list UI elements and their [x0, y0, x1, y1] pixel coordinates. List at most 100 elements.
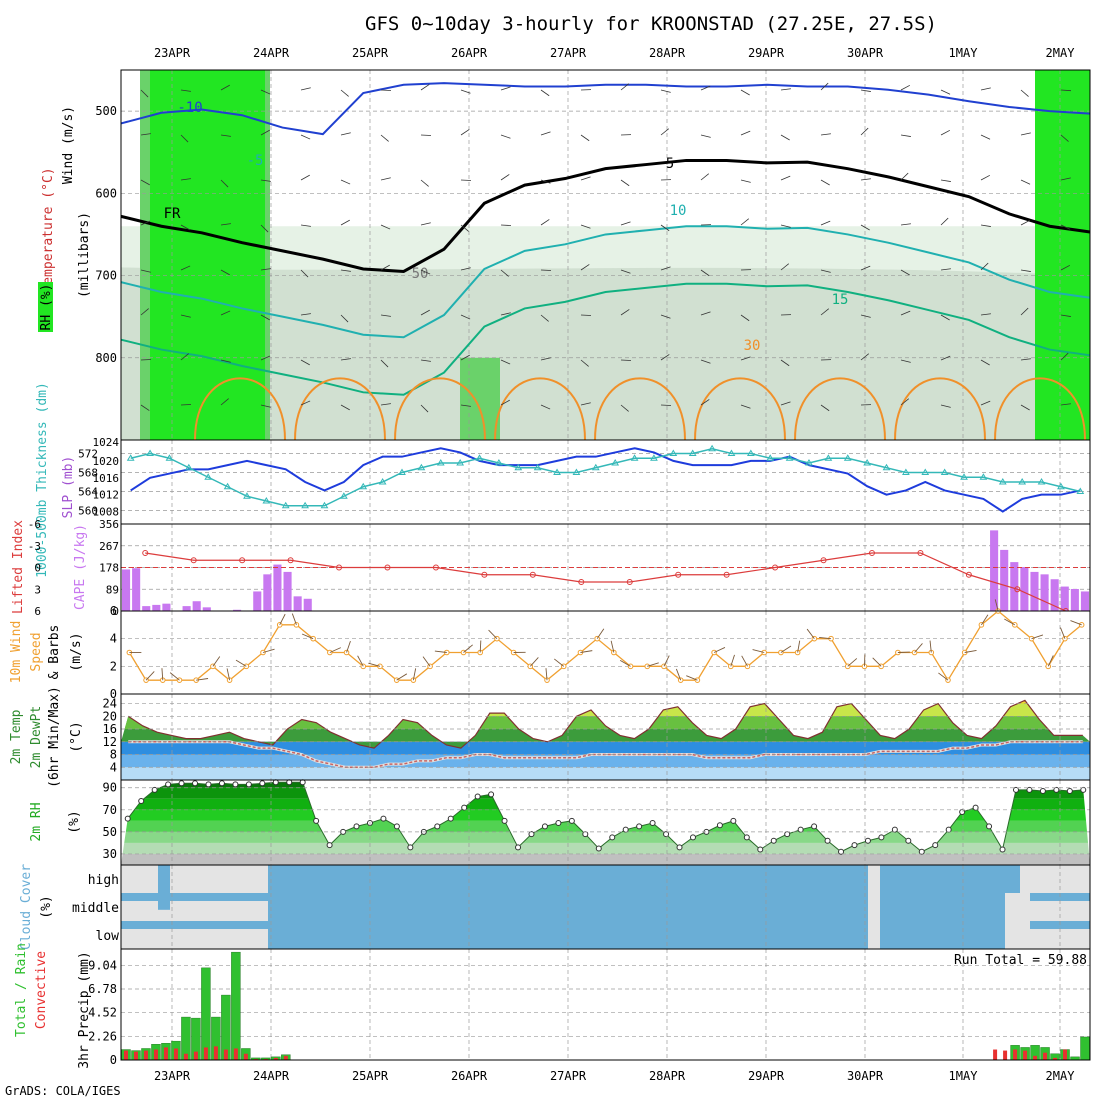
wind-barb	[340, 179, 351, 185]
slp-thickness-panel: 560 564 568 572 1008 1012 1016 1020 1024 SLP (mb)…	[35, 382, 1091, 578]
wind-barb	[500, 399, 510, 406]
rh-point	[165, 781, 172, 788]
thickness-point	[339, 492, 348, 499]
rh-band	[121, 853, 1090, 865]
wind-barb	[140, 220, 151, 226]
thickness-point	[184, 463, 193, 471]
precip-total-bar	[201, 967, 211, 1061]
cape-bar	[1050, 579, 1059, 611]
rh-point	[461, 804, 468, 811]
wind-barb	[340, 219, 350, 226]
rh-point	[918, 848, 925, 855]
thickness-point	[921, 468, 930, 475]
li-series-line	[145, 552, 1067, 612]
wind-barb-10m	[262, 648, 275, 653]
wind-barb	[740, 89, 750, 96]
rh-point	[1066, 788, 1073, 795]
wind-barb	[380, 264, 390, 271]
rh-point	[851, 842, 858, 849]
wind-barb	[820, 308, 830, 316]
cape-bar	[1010, 562, 1019, 611]
wind-barb-10m	[797, 640, 801, 653]
wind-barb	[1020, 358, 1031, 361]
wind-barb	[580, 224, 591, 229]
wind-barb	[340, 314, 349, 323]
wind-barb	[1020, 307, 1029, 316]
ylabel-2m-dewpt: 2m DewPt	[29, 706, 44, 769]
wind-barb	[260, 268, 271, 271]
thickness-point	[165, 454, 174, 461]
wind-barb	[620, 83, 630, 91]
precip-conv-bar	[243, 1053, 248, 1060]
thickness-point	[766, 454, 775, 461]
rh-point	[353, 823, 360, 830]
wind-barb	[1020, 219, 1031, 226]
date-label-bottom: 28APR	[649, 1069, 686, 1083]
li-point	[965, 571, 972, 578]
wind-barb-10m	[291, 613, 297, 625]
wind-barb	[860, 127, 869, 136]
rh-point	[784, 831, 791, 838]
wind-barb	[700, 311, 711, 316]
wind-barb	[420, 222, 431, 226]
wind-barb	[140, 133, 151, 136]
cape-bar	[142, 606, 151, 611]
thickness-point	[1076, 487, 1085, 494]
thickness-point	[204, 473, 213, 480]
cloud-level-label: middle	[72, 901, 119, 916]
cold-band	[121, 754, 1090, 768]
wind-barb	[660, 224, 670, 232]
wind-barb-10m	[1004, 618, 1016, 626]
rh-point	[878, 834, 885, 841]
wind-barb	[420, 269, 431, 275]
bottom-date-axis: 23APR 24APR 25APR 26APR 27APR 28APR 29APR 30APR…	[154, 1069, 1075, 1083]
ylabel-temp-unit: (°C)	[69, 721, 84, 752]
ylabel-slp: SLP (mb)	[61, 456, 76, 519]
thickness-point	[940, 468, 949, 475]
wind-barb	[460, 89, 471, 94]
wind-barb	[180, 314, 191, 318]
date-label-bottom: 23APR	[154, 1069, 191, 1083]
wind-barb-10m	[196, 678, 209, 681]
rh-point	[474, 793, 481, 800]
ylabel-cape: CAPE (J/kg)	[73, 524, 88, 610]
ylabel-lifted-index: Lifted Index	[11, 520, 26, 614]
precip-conv-bar	[193, 1051, 198, 1060]
cape-bar	[132, 568, 141, 611]
rh-point	[636, 823, 643, 830]
wind-barb	[660, 89, 671, 93]
ylabel-2m-temp: 2m Temp	[9, 709, 24, 764]
wind-barb-10m	[357, 655, 364, 667]
wind-barb	[860, 314, 871, 318]
cape-bar	[182, 606, 191, 611]
precip-tick: 6.78	[88, 982, 117, 996]
wind-barb	[820, 269, 831, 273]
rh-point	[515, 844, 522, 851]
cape-bar	[192, 601, 201, 611]
cape-bar	[1000, 549, 1009, 611]
slp-tick: 1008	[93, 506, 120, 519]
wind-barb	[500, 134, 511, 139]
pressure-tick: 600	[95, 186, 117, 200]
ylabel-cloud-cover: Cloud Cover	[19, 864, 34, 950]
li-tick: 6	[34, 605, 41, 618]
thickness-point	[902, 468, 910, 475]
wind-barb	[260, 355, 271, 361]
cloud-level-label: low	[96, 929, 120, 944]
cape-bar	[122, 569, 131, 611]
wind-barb-10m	[663, 655, 670, 667]
wind-barb	[460, 129, 470, 136]
rh-point	[124, 815, 131, 822]
wind-barb	[620, 359, 632, 361]
wind-barb	[820, 133, 831, 136]
wind-barb	[1020, 404, 1030, 411]
cape-bar	[253, 591, 262, 611]
thickness-point	[611, 459, 620, 466]
wind-tick: 6	[110, 604, 117, 618]
rh-point	[999, 846, 1006, 853]
cape-bar	[273, 564, 282, 611]
rh-point	[716, 822, 723, 829]
wind-barb-10m	[929, 640, 932, 653]
wind-barb	[700, 269, 710, 277]
wind-barb	[660, 314, 671, 319]
